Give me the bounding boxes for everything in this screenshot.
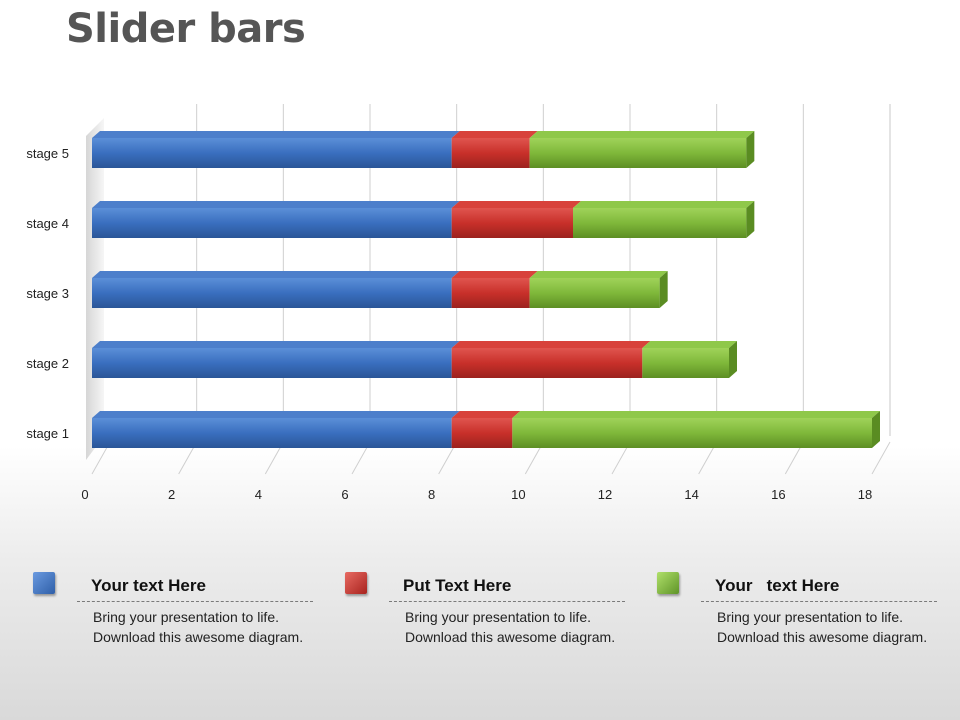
bar-segment [92, 138, 452, 168]
x-tick-label: 6 [341, 487, 348, 502]
bar-segment [451, 418, 513, 448]
bar-segment [451, 208, 573, 238]
bar-segment [92, 418, 452, 448]
bar-segment-top [573, 201, 755, 208]
bar-end-cap [729, 341, 737, 378]
bar-segment [92, 208, 452, 238]
bar-segment-top [529, 131, 755, 138]
y-category-label: stage 5 [26, 146, 69, 161]
blue-square-icon [33, 572, 55, 594]
divider [77, 601, 313, 602]
bar-segment [451, 138, 530, 168]
bar-segment [642, 348, 729, 378]
x-tick-label: 16 [771, 487, 785, 502]
x-tick-label: 10 [511, 487, 525, 502]
bar-segment-top [451, 411, 521, 418]
legend-body: Bring your presentation to life. Downloa… [93, 609, 304, 645]
bar-segment-top [451, 341, 651, 348]
slide-title: Slider bars [66, 6, 306, 52]
y-category-label: stage 3 [26, 286, 69, 301]
bar-segment-top [92, 411, 460, 418]
stacked-bar-chart: 0 2 4 6 8 10 12 14 16 18 stage 1 stage 2 stage 3 stag… [26, 104, 891, 502]
x-tick-label: 0 [81, 487, 88, 502]
x-tick-label: 2 [168, 487, 175, 502]
x-tick-label: 14 [684, 487, 698, 502]
bar-segment-top [92, 271, 460, 278]
bar-segment-top [512, 411, 880, 418]
green-square-icon [657, 572, 679, 594]
bar-segment [529, 278, 660, 308]
y-category-label: stage 4 [26, 216, 69, 231]
bar-end-cap [746, 201, 755, 238]
bar-end-cap [746, 131, 755, 168]
x-tick-label: 18 [858, 487, 872, 502]
red-square-icon [345, 572, 367, 594]
axis-labels: 0 2 4 6 8 10 12 14 16 18 stage 1 stage 2 stage 3 stag… [26, 146, 872, 502]
bar-segment [512, 418, 872, 448]
bar-segment-top [92, 201, 460, 208]
x-tick-label: 8 [428, 487, 435, 502]
legend-heading: Your text Here [715, 576, 840, 595]
bar-segment [92, 348, 452, 378]
bar-segment-top [451, 131, 538, 138]
floor-line [871, 441, 891, 475]
legend-body: Bring your presentation to life. Downloa… [717, 609, 928, 645]
bar-segment [92, 278, 452, 308]
bar-end-cap [659, 271, 668, 308]
y-category-label: stage 2 [26, 356, 69, 371]
divider [389, 601, 625, 602]
legend-body: Bring your presentation to life. Downloa… [405, 609, 616, 645]
bar-segment [573, 208, 747, 238]
y-category-label: stage 1 [26, 426, 69, 441]
bar-segment-top [642, 341, 737, 348]
x-tick-label: 4 [255, 487, 262, 502]
bar-segment [451, 278, 530, 308]
bar-end-cap [872, 411, 880, 448]
bar-segment-top [92, 131, 460, 138]
legend-heading: Your text Here [91, 576, 206, 595]
x-tick-label: 12 [598, 487, 612, 502]
bar-segment-top [529, 271, 668, 278]
bar-segment-top [451, 271, 538, 278]
legend-heading: Put Text Here [403, 576, 512, 595]
divider [701, 601, 937, 602]
bar-segment [529, 138, 747, 168]
bar-segment-top [451, 201, 581, 208]
bar-segment-top [92, 341, 460, 348]
bars [92, 131, 880, 448]
bar-segment [451, 348, 643, 378]
